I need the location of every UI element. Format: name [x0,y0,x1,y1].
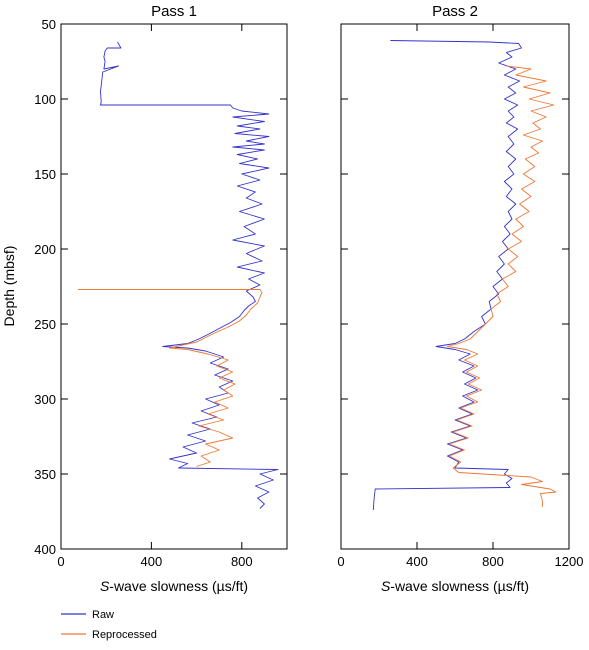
x-axis-title: S-wave slowness (µs/ft) [381,578,529,594]
y-tick-label: 100 [34,92,56,107]
y-tick-label: 50 [42,17,56,32]
x-axis-title: S-wave slowness (µs/ft) [100,578,248,594]
legend-item-raw: Raw [61,609,114,621]
y-tick-label: 400 [34,542,56,557]
legend: Raw Reprocessed [61,609,157,641]
x-tick-label: 0 [57,554,64,569]
series-line-reprocessed [446,65,557,507]
legend-item-reprocessed: Reprocessed [61,629,157,641]
panel-title: Pass 2 [432,3,478,20]
series-line-reprocessed [78,289,263,467]
plot-frame [60,23,288,550]
x-tick-label: 800 [231,554,253,569]
series-layer [372,40,557,511]
x-tick-label: 1200 [555,554,584,569]
y-tick-label: 300 [34,392,56,407]
y-tick-label: 150 [34,167,56,182]
panel-pass-2: Pass 2 0 400 800 1200 S-wave slowness (µs/f… [337,3,583,594]
plot-frame [340,23,570,550]
y-tick-label: 250 [34,317,56,332]
series-layer [78,41,279,509]
tick-group: 0 400 800 1200 [337,23,584,569]
legend-label-raw: Raw [92,609,114,621]
series-line-raw [100,41,279,509]
x-tick-label: 400 [406,554,428,569]
panel-title: Pass 1 [151,3,197,20]
y-axis-title: Depth (mbsf) [1,246,17,327]
x-tick-label: 800 [482,554,504,569]
series-line-raw [372,40,522,511]
y-tick-label: 200 [34,242,56,257]
x-tick-label: 400 [141,554,163,569]
y-tick-label: 350 [34,467,56,482]
x-tick-label: 0 [337,554,344,569]
legend-label-reprocessed: Reprocessed [92,629,157,641]
